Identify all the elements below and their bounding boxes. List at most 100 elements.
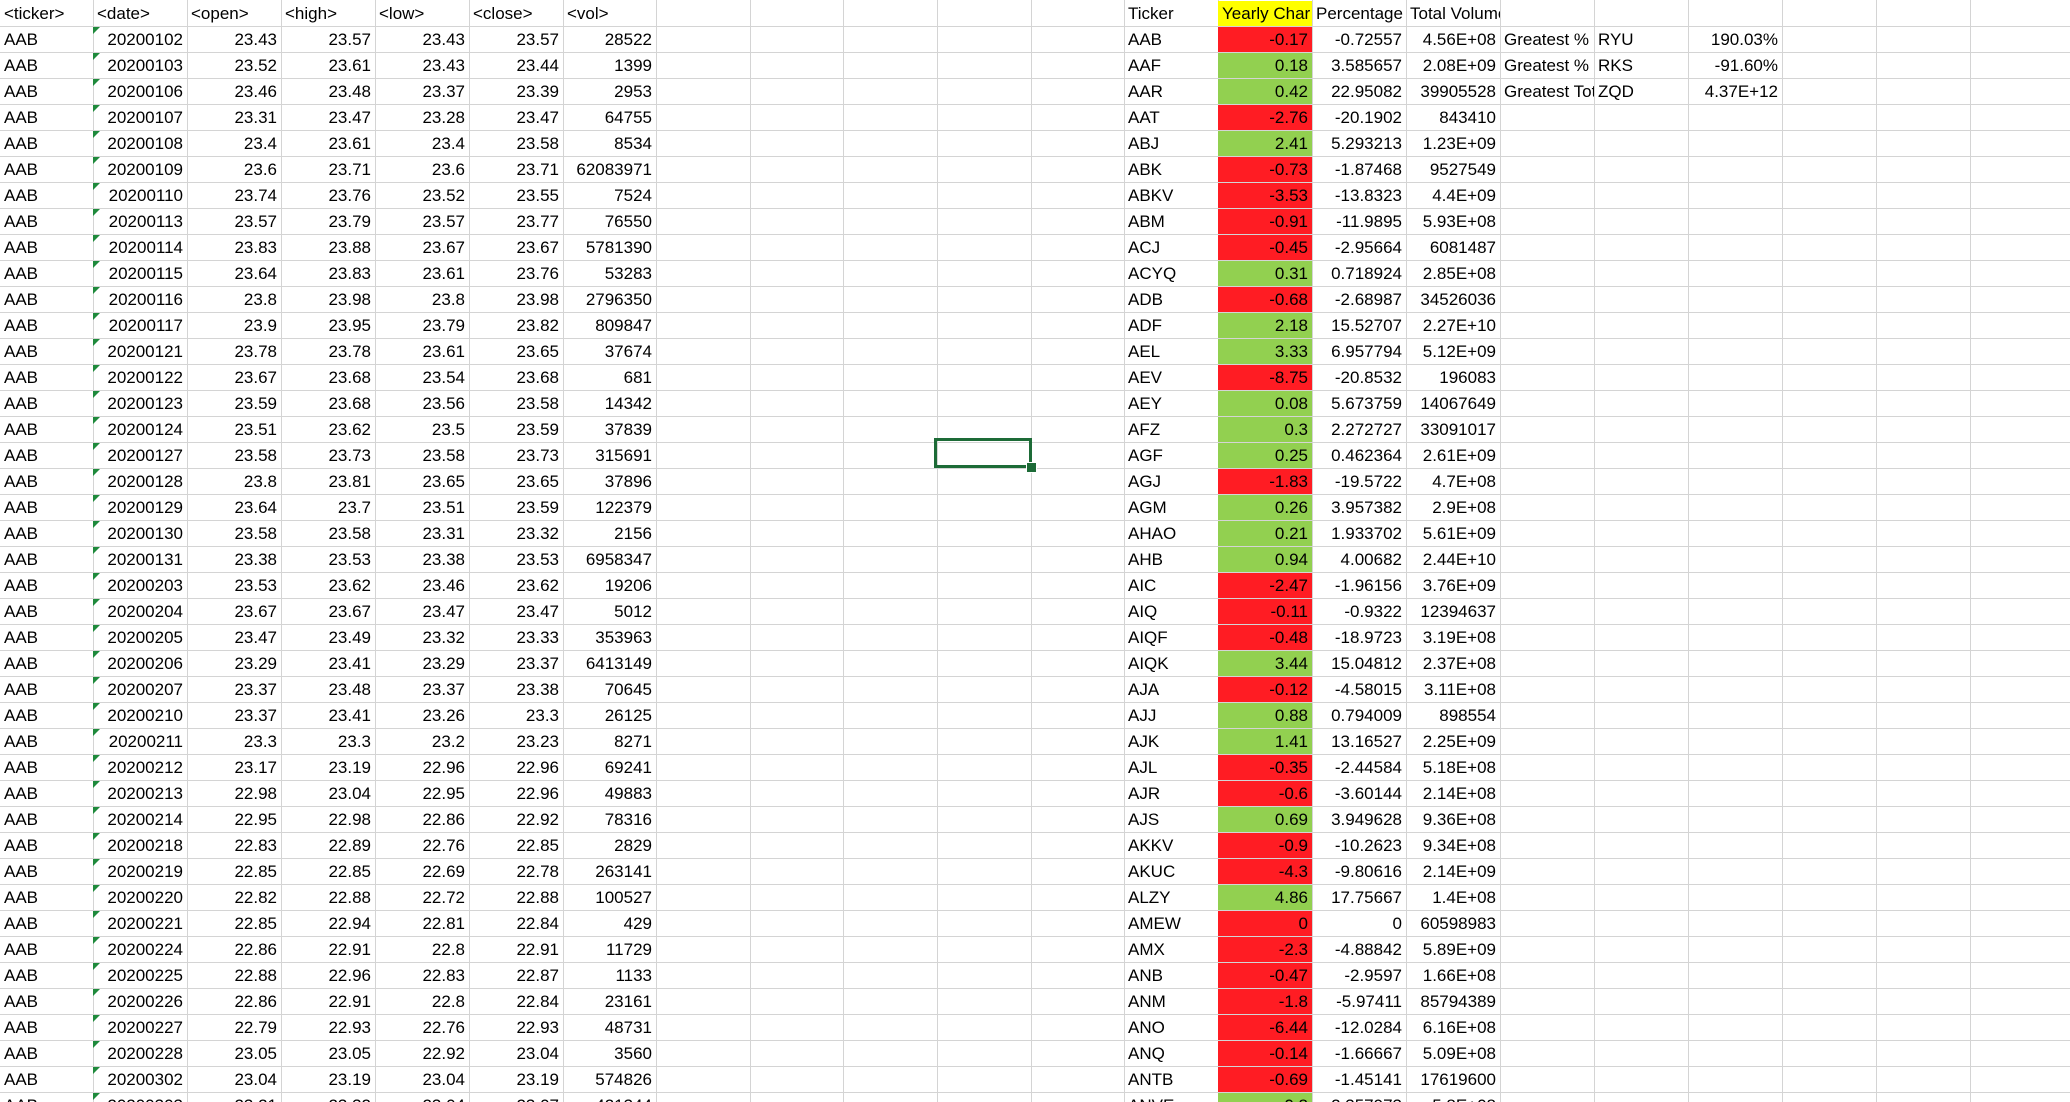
raw-value-cell[interactable]: 23.8 [187,469,281,494]
raw-date-cell[interactable]: 20200212 [93,755,187,780]
percent-change-cell[interactable]: 0.462364 [1312,443,1406,468]
summary-ticker-cell[interactable]: AGM [1124,495,1218,520]
total-volume-cell[interactable]: 4.56E+08 [1406,27,1500,52]
raw-value-cell[interactable]: 23.67 [469,235,563,260]
raw-value-cell[interactable]: 70645 [563,677,656,702]
raw-value-cell[interactable]: 23.48 [281,677,375,702]
raw-value-cell[interactable]: 315691 [563,443,656,468]
summary-ticker-cell[interactable]: AAT [1124,105,1218,130]
percent-change-cell[interactable]: -18.9723 [1312,625,1406,650]
raw-value-cell[interactable]: 23.76 [281,183,375,208]
raw-value-cell[interactable]: 26125 [563,703,656,728]
yearly-change-cell[interactable]: 0.26 [1218,495,1312,520]
raw-value-cell[interactable]: 23.58 [187,443,281,468]
total-volume-cell[interactable]: 34526036 [1406,287,1500,312]
raw-date-cell[interactable]: 20200221 [93,911,187,936]
raw-value-cell[interactable]: 22.79 [187,1015,281,1040]
raw-value-cell[interactable]: 23.58 [281,521,375,546]
raw-date-cell[interactable]: 20200224 [93,937,187,962]
total-volume-cell[interactable]: 2.85E+08 [1406,261,1500,286]
raw-value-cell[interactable]: 23.37 [187,703,281,728]
summary-ticker-cell[interactable]: AGF [1124,443,1218,468]
percent-change-cell[interactable]: 0.794009 [1312,703,1406,728]
raw-value-cell[interactable]: 22.8 [375,989,469,1014]
raw-value-cell[interactable]: 22.92 [375,1041,469,1066]
greatest-ticker-cell[interactable]: RKS [1594,53,1688,78]
raw-date-cell[interactable]: 20200218 [93,833,187,858]
total-volume-cell[interactable]: 6.16E+08 [1406,1015,1500,1040]
total-volume-cell[interactable]: 3.19E+08 [1406,625,1500,650]
percent-change-cell[interactable]: -1.66667 [1312,1041,1406,1066]
greatest-label-cell[interactable]: Greatest % Decrease [1500,53,1594,78]
raw-value-cell[interactable]: 69241 [563,755,656,780]
raw-value-cell[interactable]: 23.98 [281,287,375,312]
raw-value-cell[interactable]: 23.2 [375,729,469,754]
percent-change-cell[interactable]: 2.272727 [1312,417,1406,442]
total-volume-cell[interactable]: 2.08E+09 [1406,53,1500,78]
yearly-change-cell[interactable]: -0.12 [1218,677,1312,702]
active-cell-selection[interactable] [934,438,1032,468]
raw-ticker-cell[interactable]: AAB [0,651,93,676]
total-volume-cell[interactable]: 2.27E+10 [1406,313,1500,338]
summary-ticker-cell[interactable]: AEV [1124,365,1218,390]
raw-value-cell[interactable]: 23.38 [469,677,563,702]
percent-change-cell[interactable]: 13.16527 [1312,729,1406,754]
summary-ticker-cell[interactable]: AFZ [1124,417,1218,442]
yearly-change-cell[interactable]: -1.8 [1218,989,1312,1014]
raw-value-cell[interactable]: 23.8 [375,287,469,312]
raw-value-cell[interactable]: 22.83 [375,963,469,988]
raw-ticker-cell[interactable]: AAB [0,495,93,520]
summary-ticker-cell[interactable]: ABJ [1124,131,1218,156]
percent-change-cell[interactable]: -20.1902 [1312,105,1406,130]
raw-value-cell[interactable]: 23.53 [469,547,563,572]
raw-date-cell[interactable]: 20200115 [93,261,187,286]
raw-value-cell[interactable]: 22.69 [375,859,469,884]
raw-value-cell[interactable]: 23.79 [375,313,469,338]
raw-ticker-cell[interactable]: AAB [0,937,93,962]
raw-ticker-cell[interactable]: AAB [0,911,93,936]
yearly-change-cell[interactable]: 1.41 [1218,729,1312,754]
raw-value-cell[interactable]: 22.96 [469,781,563,806]
raw-value-cell[interactable]: 23.95 [281,313,375,338]
raw-value-cell[interactable]: 23.47 [469,599,563,624]
percent-change-cell[interactable]: -3.60144 [1312,781,1406,806]
raw-value-cell[interactable]: 5012 [563,599,656,624]
raw-value-cell[interactable]: 23.8 [187,287,281,312]
raw-value-cell[interactable]: 23.53 [187,573,281,598]
raw-value-cell[interactable]: 23.37 [469,651,563,676]
raw-value-cell[interactable]: 3560 [563,1041,656,1066]
raw-value-cell[interactable]: 421344 [563,1093,656,1102]
summary-ticker-cell[interactable]: AJJ [1124,703,1218,728]
percent-change-cell[interactable]: 2.357973 [1312,1093,1406,1102]
raw-ticker-cell[interactable]: AAB [0,209,93,234]
yearly-change-cell[interactable]: 0.94 [1218,547,1312,572]
raw-value-cell[interactable]: 23.79 [281,209,375,234]
raw-ticker-cell[interactable]: AAB [0,339,93,364]
summary-ticker-cell[interactable]: AJS [1124,807,1218,832]
percent-change-cell[interactable]: 0 [1312,911,1406,936]
raw-ticker-cell[interactable]: AAB [0,313,93,338]
yearly-change-cell[interactable]: -0.11 [1218,599,1312,624]
summary-ticker-cell[interactable]: AAB [1124,27,1218,52]
raw-date-cell[interactable]: 20200204 [93,599,187,624]
percent-change-cell[interactable]: 6.957794 [1312,339,1406,364]
raw-value-cell[interactable]: 23.47 [281,105,375,130]
raw-value-cell[interactable]: 23.43 [375,53,469,78]
raw-value-cell[interactable]: 23.76 [469,261,563,286]
raw-ticker-cell[interactable]: AAB [0,79,93,104]
raw-ticker-cell[interactable]: AAB [0,287,93,312]
summary-ticker-cell[interactable]: AJL [1124,755,1218,780]
raw-value-cell[interactable]: 22.85 [281,859,375,884]
total-volume-cell[interactable]: 5.18E+08 [1406,755,1500,780]
raw-value-cell[interactable]: 22.86 [375,807,469,832]
raw-value-cell[interactable]: 23.29 [187,651,281,676]
raw-value-cell[interactable]: 23.29 [375,651,469,676]
percent-change-cell[interactable]: 0.718924 [1312,261,1406,286]
raw-value-cell[interactable]: 574826 [563,1067,656,1092]
total-volume-cell[interactable]: 5.93E+08 [1406,209,1500,234]
raw-value-cell[interactable]: 22.85 [187,911,281,936]
raw-value-cell[interactable]: 23.51 [375,495,469,520]
summary-ticker-cell[interactable]: AMEW [1124,911,1218,936]
total-volume-cell[interactable]: 3.11E+08 [1406,677,1500,702]
